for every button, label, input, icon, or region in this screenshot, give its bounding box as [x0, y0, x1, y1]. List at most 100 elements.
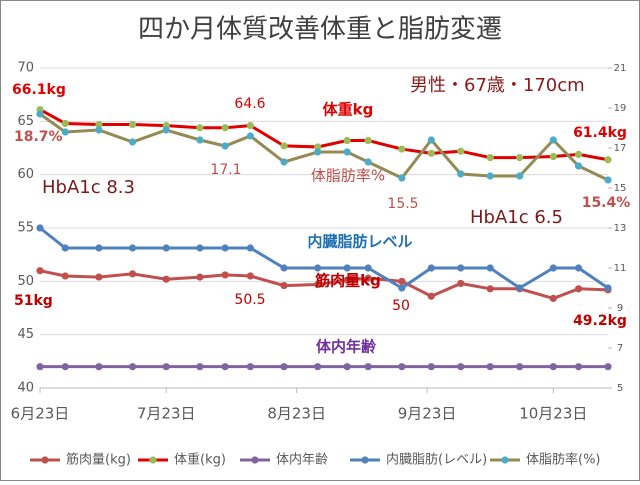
data-point — [574, 285, 583, 293]
data-point — [364, 363, 372, 371]
annotation: 筋肉量kg — [314, 272, 381, 290]
y-tick-label: 45 — [17, 327, 34, 342]
y2-tick-label: 11 — [614, 263, 627, 274]
data-point — [162, 275, 170, 283]
data-point — [36, 224, 44, 232]
data-point — [221, 363, 229, 371]
data-point — [574, 162, 583, 170]
data-point — [486, 363, 494, 371]
data-point — [457, 363, 465, 371]
y2-tick-label: 9 — [617, 303, 623, 314]
data-point — [61, 119, 69, 128]
y2-tick-label: 5 — [617, 383, 623, 394]
data-point — [221, 244, 229, 252]
data-point — [162, 244, 170, 252]
data-point — [36, 267, 44, 275]
data-point — [162, 363, 170, 371]
y2-tick-label: 15 — [614, 183, 627, 194]
legend-marker — [501, 456, 509, 464]
data-point — [549, 152, 557, 161]
chart-title: 四か月体質改善体重と脂肪変遷 — [138, 15, 502, 45]
annotation: 体脂肪率% — [311, 167, 385, 185]
data-point — [314, 143, 322, 151]
data-point — [61, 244, 69, 252]
data-label: 50.5 — [234, 292, 265, 308]
data-point — [398, 174, 406, 182]
data-label: 50 — [392, 298, 410, 314]
data-label: 15.5 — [387, 196, 418, 212]
data-point — [364, 158, 372, 166]
data-point — [457, 279, 465, 288]
data-point — [196, 273, 204, 281]
data-point — [128, 363, 137, 371]
legend-marker — [361, 456, 369, 464]
data-point — [427, 136, 435, 144]
data-point — [457, 264, 465, 272]
data-point — [221, 271, 229, 279]
data-point — [604, 363, 612, 371]
data-point — [398, 284, 406, 292]
data-point — [61, 272, 69, 280]
data-label: 51kg — [14, 293, 53, 309]
data-point — [246, 132, 254, 140]
data-point — [549, 363, 557, 371]
data-point — [95, 120, 103, 129]
data-label: 64.6 — [234, 96, 265, 112]
annotation: 男性・67歳・170cm — [410, 75, 585, 96]
data-label: 15.4% — [582, 195, 631, 211]
data-point — [128, 138, 137, 146]
data-point — [343, 148, 351, 156]
data-point — [95, 273, 103, 281]
data-point — [61, 363, 69, 371]
data-point — [457, 170, 465, 178]
data-point — [95, 244, 103, 252]
data-point — [343, 136, 351, 145]
data-label: 49.2kg — [573, 313, 627, 329]
series-line — [39, 269, 609, 300]
legend-marker — [149, 456, 157, 464]
data-point — [574, 363, 583, 371]
data-point — [246, 272, 254, 280]
series-line — [39, 112, 609, 182]
legend-label: 体重(kg) — [174, 452, 226, 468]
data-point — [343, 264, 351, 272]
data-point — [604, 176, 612, 184]
x-tick-label: 7月23日 — [137, 405, 196, 423]
y-tick-label: 65 — [17, 114, 34, 129]
series-line — [39, 108, 609, 162]
legend-marker — [251, 456, 259, 464]
data-point — [128, 120, 137, 129]
data-point — [61, 128, 69, 136]
y2-tick-label: 21 — [614, 63, 627, 74]
data-point — [280, 142, 288, 150]
data-point — [221, 124, 229, 132]
data-point — [604, 284, 612, 292]
data-point — [427, 264, 435, 272]
x-tick-label: 6月23日 — [11, 405, 70, 423]
y-tick-label: 50 — [17, 274, 34, 289]
data-point — [246, 244, 254, 252]
legend-label: 内臓脂肪(レベル) — [386, 452, 487, 468]
data-point — [549, 136, 557, 144]
data-label: 61.4kg — [573, 125, 627, 141]
data-point — [516, 363, 524, 371]
annotation: 体重kg — [323, 101, 374, 119]
annotation: 体内年齢 — [316, 338, 377, 356]
data-point — [36, 363, 44, 371]
data-point — [427, 363, 435, 371]
data-point — [574, 150, 583, 158]
data-point — [549, 294, 557, 302]
x-tick-label: 8月23日 — [267, 405, 326, 423]
y2-tick-label: 17 — [614, 143, 627, 154]
data-point — [486, 172, 494, 180]
y-tick-label: 70 — [17, 61, 34, 76]
legend-label: 筋肉量(kg) — [66, 452, 131, 468]
y-tick-label: 55 — [17, 221, 34, 236]
data-point — [314, 280, 322, 289]
data-point — [36, 110, 44, 118]
legend-marker — [41, 456, 49, 464]
y-tick-label: 60 — [17, 167, 34, 182]
data-point — [128, 244, 137, 252]
data-point — [549, 264, 557, 272]
